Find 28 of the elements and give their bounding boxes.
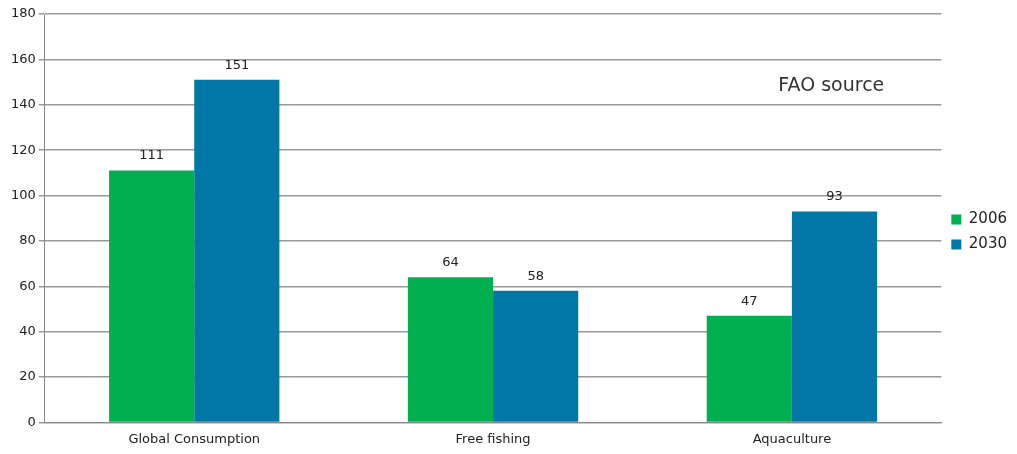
data-label: 64 xyxy=(442,254,459,270)
bar xyxy=(194,79,280,422)
data-label: 111 xyxy=(139,147,165,163)
y-tick-label: 180 xyxy=(10,5,36,21)
bar xyxy=(493,290,579,422)
bar xyxy=(407,277,494,422)
data-label: 58 xyxy=(527,267,544,283)
bar xyxy=(791,211,878,422)
bar xyxy=(706,315,792,422)
x-tick-label: Aquaculture xyxy=(752,430,832,446)
data-label: 151 xyxy=(224,56,250,72)
y-tick-label: 160 xyxy=(10,50,36,66)
x-tick-label: Free fishing xyxy=(455,430,531,446)
legend-label: 2030 xyxy=(968,234,1008,253)
y-tick-label: 100 xyxy=(10,186,36,202)
y-tick-label: 40 xyxy=(19,323,36,339)
data-label: 47 xyxy=(741,292,758,308)
x-tick-label: Global Consumption xyxy=(128,430,261,446)
bar xyxy=(109,170,195,422)
y-tick-label: 0 xyxy=(27,413,36,429)
y-tick-label: 140 xyxy=(10,96,36,112)
y-tick-label: 120 xyxy=(10,141,36,157)
legend-label: 2006 xyxy=(968,209,1008,228)
annotation: FAO source xyxy=(778,73,885,96)
y-tick-label: 20 xyxy=(19,368,36,384)
y-tick-label: 80 xyxy=(19,232,36,248)
data-label: 93 xyxy=(826,188,843,204)
y-tick-label: 60 xyxy=(19,277,36,293)
